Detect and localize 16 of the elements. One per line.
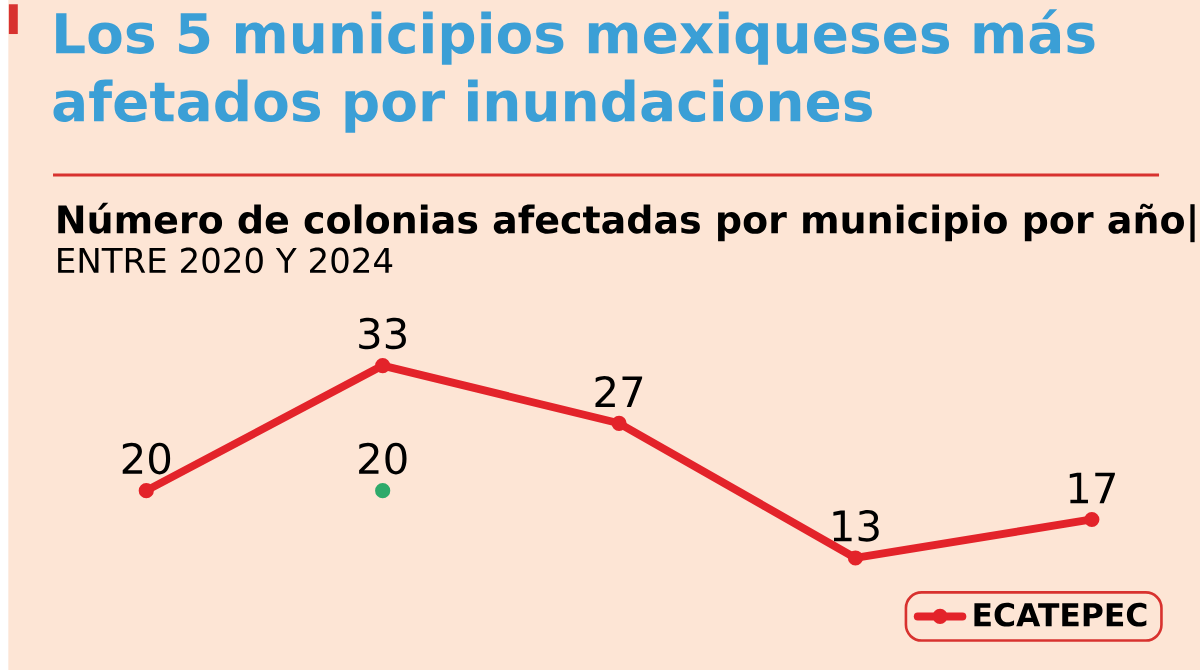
chart-title: Los 5 municipios mexiqueses más afetados por inundaciones [53, 9, 1095, 133]
chart-subtitle: Número de colonias afectadas por municipio por año| [58, 202, 1195, 243]
legend-label: ECATEPEC [974, 602, 1147, 627]
point [138, 482, 154, 499]
data-label: 20 [359, 442, 407, 475]
data-label: 33 [359, 317, 406, 350]
point [847, 550, 864, 566]
data-label: 17 [1069, 472, 1115, 504]
point [611, 415, 627, 431]
data-label: 13 [833, 509, 879, 542]
text: ENTRE 2020 Y 2024 [58, 247, 393, 274]
data-label: 27 [595, 375, 643, 407]
point [375, 357, 391, 374]
point [1084, 511, 1100, 527]
data-label: 20 [122, 442, 171, 475]
point [375, 482, 391, 499]
